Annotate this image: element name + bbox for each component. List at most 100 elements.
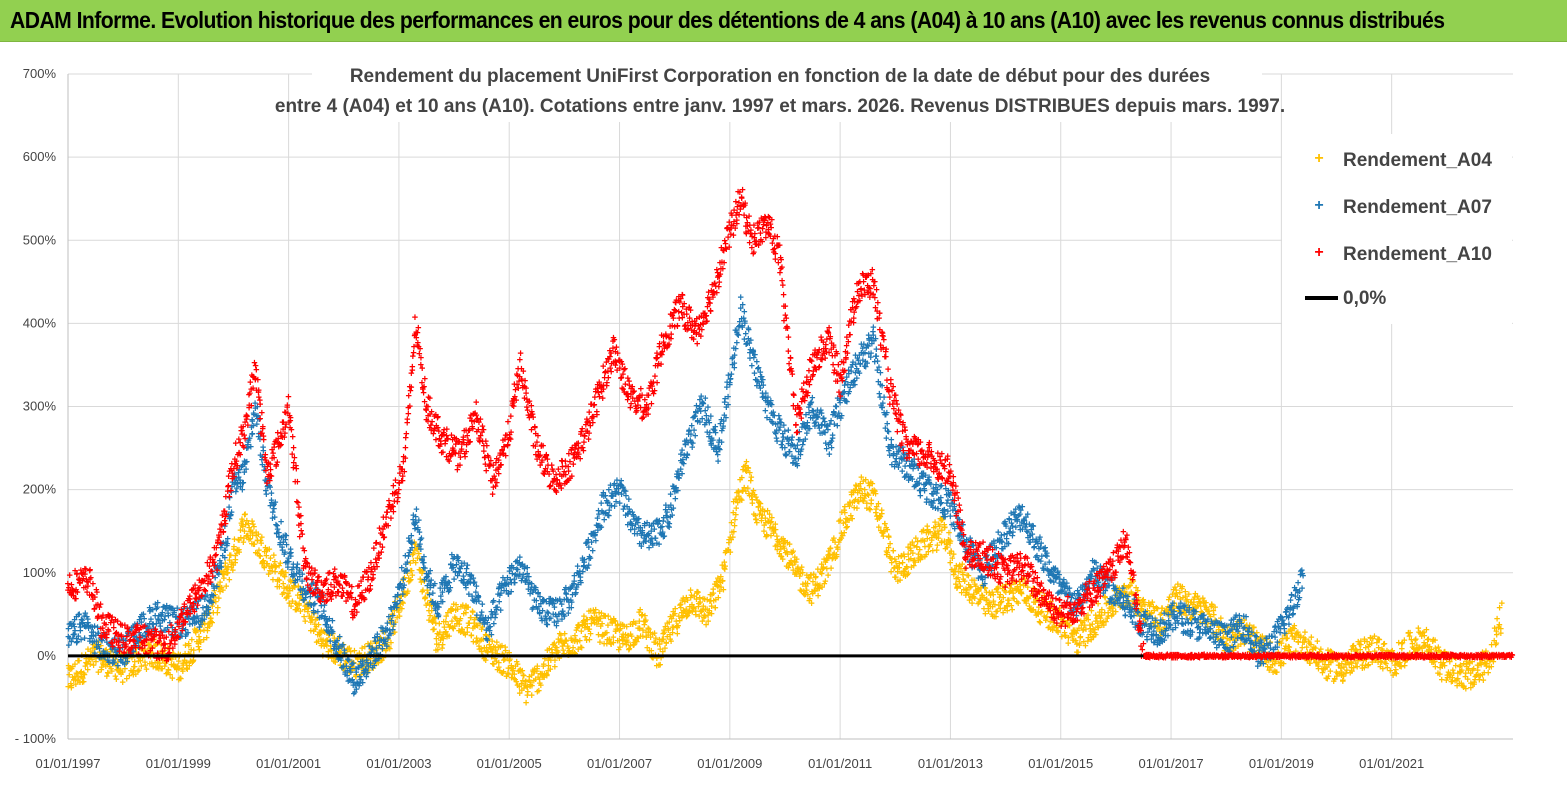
data-point: +: [330, 629, 336, 641]
data-point: +: [359, 653, 365, 665]
data-point: +: [76, 656, 82, 668]
data-point: +: [488, 630, 494, 642]
data-point: +: [280, 578, 286, 590]
data-point: +: [332, 657, 338, 669]
data-point: +: [276, 581, 282, 593]
data-point: +: [72, 659, 78, 671]
data-point: +: [87, 659, 93, 671]
data-point: +: [191, 624, 197, 636]
data-point: +: [284, 592, 290, 604]
data-point: +: [309, 614, 315, 626]
data-point: +: [179, 664, 185, 676]
data-point: +: [425, 588, 431, 600]
data-point: +: [85, 657, 91, 669]
data-point: +: [260, 555, 266, 567]
data-point: +: [163, 668, 169, 680]
data-point: +: [428, 596, 434, 608]
data-point: +: [388, 638, 394, 650]
data-point: +: [232, 555, 238, 567]
data-point: +: [66, 663, 72, 675]
data-point: +: [432, 613, 438, 625]
data-point: +: [397, 591, 403, 603]
data-point: +: [126, 647, 132, 659]
data-point: +: [86, 652, 92, 664]
data-point: +: [308, 626, 314, 638]
data-point: +: [76, 672, 82, 684]
data-point: +: [166, 643, 172, 655]
data-point: +: [297, 593, 303, 605]
data-point: +: [110, 652, 116, 664]
data-point: +: [84, 664, 90, 676]
data-point: +: [290, 581, 296, 593]
data-point: +: [139, 652, 145, 664]
data-point: +: [1030, 521, 1036, 533]
data-point: +: [240, 477, 246, 489]
data-point: +: [206, 608, 212, 620]
data-point: +: [358, 663, 364, 675]
data-point: +: [231, 542, 237, 554]
data-point: +: [328, 646, 334, 658]
data-point: +: [68, 664, 74, 676]
data-point: +: [315, 620, 321, 632]
data-point: +: [80, 677, 86, 689]
data-point: +: [718, 437, 724, 449]
data-point: +: [333, 654, 339, 666]
data-point: +: [224, 568, 230, 580]
data-point: +: [99, 656, 105, 668]
data-point: +: [291, 578, 297, 590]
data-point: +: [407, 558, 413, 570]
data-point: +: [228, 562, 234, 574]
data-point: +: [115, 666, 121, 678]
data-point: +: [248, 442, 254, 454]
data-point: +: [286, 591, 292, 603]
data-point: +: [389, 609, 395, 621]
data-point: +: [419, 568, 425, 580]
data-point: +: [90, 643, 96, 655]
data-point: +: [353, 670, 359, 682]
data-point: +: [154, 657, 160, 669]
data-point: +: [119, 667, 125, 679]
data-point: +: [368, 642, 374, 654]
data-point: +: [196, 632, 202, 644]
data-point: +: [236, 535, 242, 547]
data-point: +: [294, 590, 300, 602]
data-point: +: [107, 646, 113, 658]
data-point: +: [183, 658, 189, 670]
data-point: +: [421, 575, 427, 587]
data-point: +: [121, 648, 127, 660]
data-point: +: [193, 627, 199, 639]
data-point: +: [162, 658, 168, 670]
data-point: +: [128, 666, 134, 678]
data-point: +: [221, 570, 227, 582]
data-point: +: [397, 599, 403, 611]
data-point: +: [299, 590, 305, 602]
data-point: +: [295, 581, 301, 593]
data-point: +: [232, 550, 238, 562]
data-point: +: [281, 583, 287, 595]
data-point: +: [593, 536, 599, 548]
data-point: +: [196, 645, 202, 657]
data-point: +: [165, 665, 171, 677]
data-point: +: [201, 625, 207, 637]
data-point: +: [259, 558, 265, 570]
data-point: +: [298, 593, 304, 605]
data-point: +: [298, 590, 304, 602]
data-point: +: [67, 664, 73, 676]
data-point: +: [356, 672, 362, 684]
data-point: +: [289, 583, 295, 595]
data-point: +: [190, 655, 196, 667]
data-point: +: [107, 658, 113, 670]
data-point: +: [692, 430, 698, 442]
data-point: +: [170, 661, 176, 673]
data-point: +: [301, 604, 307, 616]
data-point: +: [430, 624, 436, 636]
data-point: +: [269, 566, 275, 578]
data-point: +: [74, 669, 80, 681]
data-point: +: [399, 604, 405, 616]
data-point: +: [312, 619, 318, 631]
data-point: +: [193, 625, 199, 637]
data-point: +: [439, 639, 445, 651]
data-point: +: [343, 656, 349, 668]
data-point: +: [138, 661, 144, 673]
data-point: +: [407, 575, 413, 587]
